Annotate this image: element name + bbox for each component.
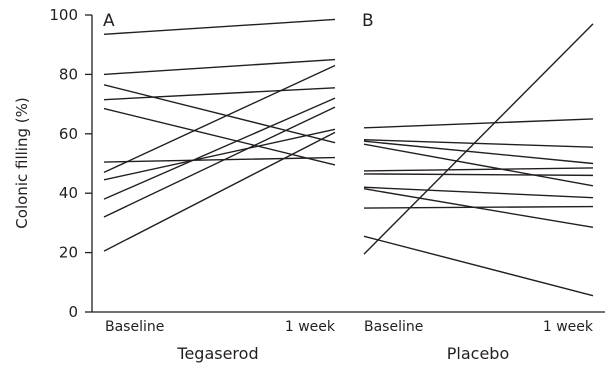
panel-a-subject-line-5 xyxy=(103,107,336,166)
panel-a-label: A xyxy=(103,11,115,31)
panel-b-lines xyxy=(363,23,594,297)
panel-b-group-label: Placebo xyxy=(447,344,509,363)
panel-b-subject-line-3 xyxy=(363,140,594,165)
y-tick-label-40: 40 xyxy=(59,184,78,202)
panel-a-group-label: Tegaserod xyxy=(176,344,258,363)
y-tick-label-60: 60 xyxy=(59,125,78,143)
panel-b-subject-line-2 xyxy=(363,139,594,148)
y-tick-label-20: 20 xyxy=(59,244,78,262)
panel-b-subject-line-5 xyxy=(363,167,594,172)
panel-b-1week-label: 1 week xyxy=(543,319,594,335)
panel-b-subject-line-4 xyxy=(363,143,594,187)
panel-a-subject-line-11 xyxy=(103,131,336,252)
panel-a-subject-line-7 xyxy=(103,64,336,174)
y-tick-label-0: 0 xyxy=(68,303,78,321)
panel-a-subject-line-9 xyxy=(103,97,336,200)
panel-a-subject-line-10 xyxy=(103,106,336,218)
panel-a-subject-line-3 xyxy=(103,84,336,144)
panel-b-subject-line-8 xyxy=(363,188,594,229)
panel-b-subject-line-9 xyxy=(363,205,594,209)
panel-b-subject-line-11 xyxy=(363,23,594,255)
panel-b-label: B xyxy=(362,11,374,31)
panel-a-subject-line-1 xyxy=(103,18,336,36)
panel-b-subject-line-1 xyxy=(363,118,594,129)
panel-b-subject-line-6 xyxy=(363,173,594,177)
panel-a-baseline-label: Baseline xyxy=(105,319,164,335)
y-axis-ticks: 0 20 40 60 80 100 xyxy=(49,6,92,321)
panel-a-1week-label: 1 week xyxy=(285,319,336,335)
y-tick-label-100: 100 xyxy=(49,6,78,24)
panel-a-subject-line-6 xyxy=(103,156,336,163)
panel-b-subject-line-10 xyxy=(363,235,594,297)
y-axis-label: Colonic filling (%) xyxy=(13,97,31,228)
panel-b-baseline-label: Baseline xyxy=(364,319,423,335)
panel-a-subject-line-8 xyxy=(103,128,336,181)
panel-a-subject-line-4 xyxy=(103,87,336,101)
panel-a-lines xyxy=(103,18,336,252)
panel-a-subject-line-2 xyxy=(103,58,336,76)
panel-b-subject-line-7 xyxy=(363,186,594,199)
y-tick-label-80: 80 xyxy=(59,65,78,83)
